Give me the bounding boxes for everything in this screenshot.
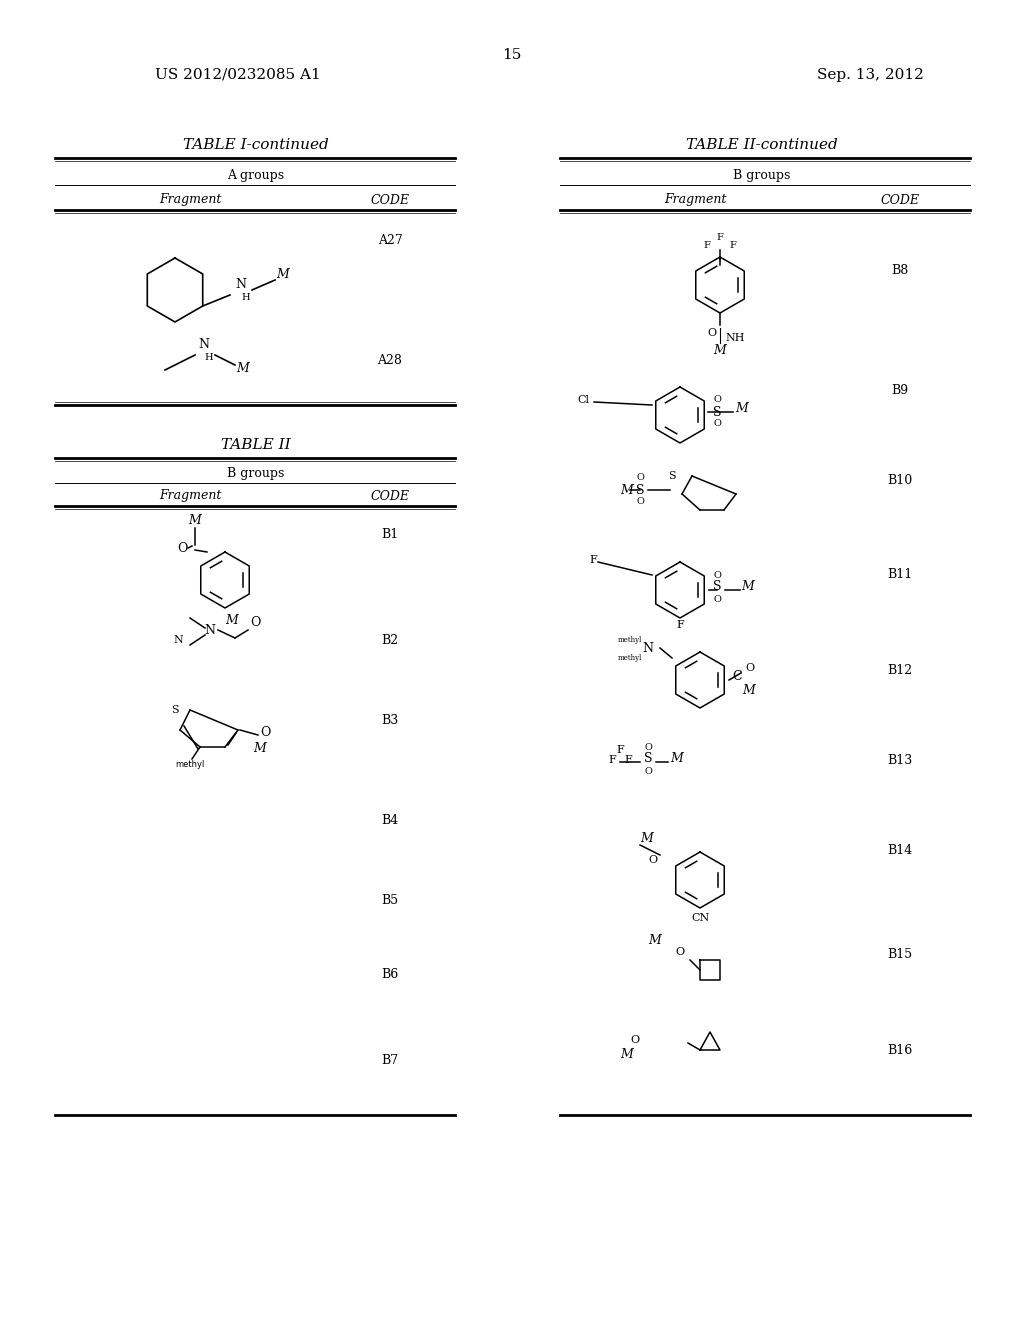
Text: B3: B3 xyxy=(381,714,398,726)
Text: F: F xyxy=(717,234,723,243)
Text: B2: B2 xyxy=(381,634,398,647)
Text: S: S xyxy=(713,581,721,594)
Text: B9: B9 xyxy=(892,384,908,396)
Text: B6: B6 xyxy=(381,969,398,982)
Text: A27: A27 xyxy=(378,234,402,247)
Text: CODE: CODE xyxy=(371,490,410,503)
Text: methyl: methyl xyxy=(617,653,642,663)
Text: O: O xyxy=(250,616,260,630)
Text: F: F xyxy=(729,240,736,249)
Text: B8: B8 xyxy=(891,264,908,276)
Text: N: N xyxy=(173,635,183,645)
Text: B1: B1 xyxy=(381,528,398,541)
Text: TABLE I-continued: TABLE I-continued xyxy=(183,139,329,152)
Text: B15: B15 xyxy=(888,949,912,961)
Text: A groups: A groups xyxy=(227,169,285,181)
Text: F: F xyxy=(616,744,624,755)
Text: Cl: Cl xyxy=(577,395,589,405)
Text: H: H xyxy=(241,293,250,301)
Text: O: O xyxy=(708,327,717,338)
Text: methyl: methyl xyxy=(175,760,205,770)
Text: F: F xyxy=(624,755,632,766)
Text: M: M xyxy=(742,684,755,697)
Text: M: M xyxy=(236,362,249,375)
Text: B11: B11 xyxy=(888,569,912,582)
Text: US 2012/0232085 A1: US 2012/0232085 A1 xyxy=(155,69,321,82)
Text: CODE: CODE xyxy=(371,194,410,206)
Text: M: M xyxy=(648,933,660,946)
Text: methyl: methyl xyxy=(617,636,642,644)
Text: O: O xyxy=(745,663,755,673)
Text: N: N xyxy=(205,623,215,636)
Text: O: O xyxy=(648,855,657,865)
Text: Fragment: Fragment xyxy=(159,490,221,503)
Text: M: M xyxy=(735,401,748,414)
Text: S: S xyxy=(171,705,179,715)
Text: M: M xyxy=(741,579,754,593)
Text: F: F xyxy=(608,755,615,766)
Text: CN: CN xyxy=(691,913,710,923)
Text: B16: B16 xyxy=(888,1044,912,1056)
Text: Sep. 13, 2012: Sep. 13, 2012 xyxy=(816,69,924,82)
Text: N: N xyxy=(234,279,246,292)
Text: M: M xyxy=(714,343,726,356)
Text: M: M xyxy=(188,513,202,527)
Text: H: H xyxy=(204,352,213,362)
Text: N: N xyxy=(642,642,653,655)
Text: TABLE II: TABLE II xyxy=(221,438,291,451)
Text: O: O xyxy=(636,498,644,507)
Text: M: M xyxy=(253,742,266,755)
Text: O: O xyxy=(260,726,270,739)
Text: O: O xyxy=(676,946,685,957)
Text: O: O xyxy=(644,767,652,776)
Text: S: S xyxy=(636,483,644,496)
Text: S: S xyxy=(713,405,721,418)
Text: S: S xyxy=(644,752,652,766)
Text: B14: B14 xyxy=(888,843,912,857)
Text: O: O xyxy=(713,570,721,579)
Text: Fragment: Fragment xyxy=(159,194,221,206)
Text: B groups: B groups xyxy=(733,169,791,181)
Text: NH: NH xyxy=(725,333,744,343)
Text: M: M xyxy=(670,751,683,764)
Text: TABLE II-continued: TABLE II-continued xyxy=(686,139,838,152)
Text: A28: A28 xyxy=(378,354,402,367)
Text: O: O xyxy=(636,474,644,483)
Text: N: N xyxy=(198,338,209,351)
Text: O: O xyxy=(713,396,721,404)
Text: S: S xyxy=(669,471,676,480)
Text: O: O xyxy=(713,420,721,429)
Text: O: O xyxy=(177,541,187,554)
Text: M: M xyxy=(620,483,633,496)
Text: O: O xyxy=(644,742,652,751)
Text: M: M xyxy=(225,614,238,627)
Text: F: F xyxy=(676,620,684,630)
Text: B13: B13 xyxy=(888,754,912,767)
Text: M: M xyxy=(276,268,289,281)
Text: B5: B5 xyxy=(381,894,398,907)
Text: 15: 15 xyxy=(503,48,521,62)
Text: C: C xyxy=(732,671,741,684)
Text: O: O xyxy=(713,594,721,603)
Text: M: M xyxy=(620,1048,633,1061)
Text: B4: B4 xyxy=(381,813,398,826)
Text: O: O xyxy=(631,1035,640,1045)
Text: CODE: CODE xyxy=(881,194,920,206)
Text: B7: B7 xyxy=(381,1053,398,1067)
Text: B12: B12 xyxy=(888,664,912,676)
Text: F: F xyxy=(703,240,711,249)
Text: B groups: B groups xyxy=(227,466,285,479)
Text: B10: B10 xyxy=(888,474,912,487)
Text: Fragment: Fragment xyxy=(664,194,726,206)
Text: M: M xyxy=(640,832,652,845)
Text: F: F xyxy=(589,554,597,565)
